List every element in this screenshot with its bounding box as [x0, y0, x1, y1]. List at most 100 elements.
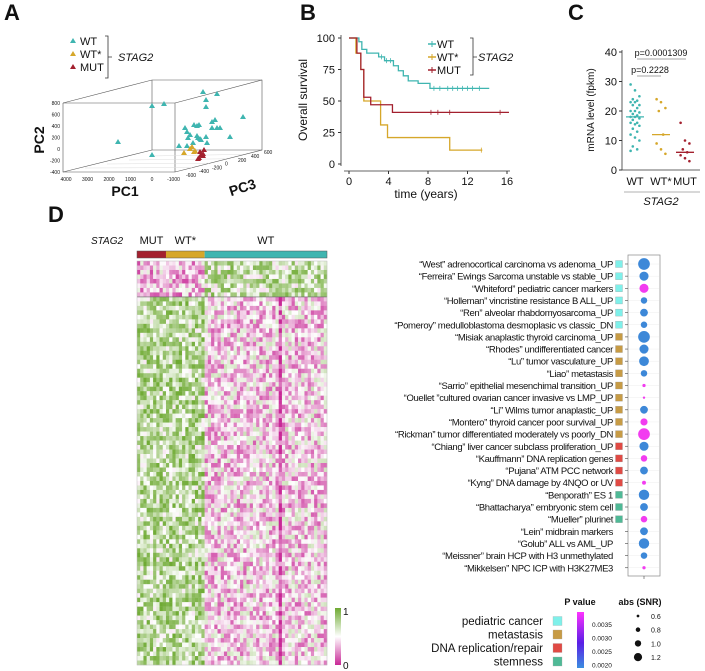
- heatmap-cell: [214, 530, 218, 536]
- heatmap-cell: [310, 283, 315, 289]
- heatmap-cell: [137, 552, 141, 558]
- heatmap-cell: [233, 620, 238, 625]
- heatmap-cell: [137, 525, 141, 531]
- heatmap-cell: [227, 449, 231, 455]
- heatmap-cell: [269, 449, 273, 455]
- heatmap-cell: [211, 588, 215, 594]
- heatmap-cell: [201, 386, 205, 392]
- heatmap-cell: [220, 570, 225, 576]
- heatmap-cell: [246, 337, 250, 342]
- heatmap-cell: [156, 296, 160, 302]
- heatmap-cell: [281, 516, 286, 522]
- heatmap-cell: [172, 431, 176, 437]
- heatmap-cell: [169, 471, 173, 477]
- heatmap-cell: [178, 498, 183, 504]
- mrna-point: [683, 139, 687, 142]
- heatmap-cell: [246, 507, 250, 513]
- heatmap-cell: [323, 310, 328, 316]
- heatmap-cell: [281, 373, 286, 378]
- heatmap-cell: [310, 561, 315, 567]
- heatmap-cell: [194, 337, 199, 342]
- heatmap-cell: [259, 269, 263, 275]
- heatmap-cell: [182, 557, 186, 562]
- heatmap-cell: [182, 386, 186, 392]
- heatmap-cell: [214, 368, 218, 374]
- heatmap-cell: [227, 337, 231, 342]
- heatmap-cell: [211, 341, 215, 347]
- heatmap-cell: [201, 341, 205, 347]
- heatmap-cell: [220, 368, 225, 374]
- heatmap-cell: [240, 480, 244, 486]
- heatmap-cell: [275, 471, 279, 477]
- heatmap-cell: [272, 543, 276, 549]
- heatmap-cell: [159, 269, 163, 275]
- heatmap-cell: [220, 355, 225, 360]
- heatmap-cell: [272, 440, 276, 446]
- heatmap-cell: [188, 386, 192, 392]
- pc2-tick-label: 400: [52, 124, 61, 130]
- heatmap-cell: [275, 570, 279, 576]
- heatmap-cell: [298, 521, 302, 527]
- heatmap-cell: [172, 588, 176, 594]
- heatmap-cell: [185, 449, 189, 455]
- heatmap-cell: [233, 480, 238, 486]
- heatmap-cell: [185, 507, 189, 513]
- heatmap-cell: [262, 620, 267, 625]
- heatmap-cell: [285, 328, 289, 334]
- heatmap-cell: [323, 525, 328, 531]
- heatmap-cell: [159, 400, 163, 405]
- heatmap-cell: [137, 265, 141, 271]
- heatmap-cell: [243, 404, 247, 410]
- heatmap-cell: [291, 521, 295, 527]
- heatmap-cell: [191, 602, 196, 607]
- heatmap-cell: [249, 436, 254, 441]
- heatmap-cell: [211, 382, 215, 387]
- heatmap-cell: [169, 512, 173, 518]
- heatmap-cell: [314, 436, 318, 441]
- heatmap-cell: [259, 431, 263, 437]
- heatmap-cell: [162, 480, 167, 486]
- heatmap-cell: [194, 588, 199, 594]
- heatmap-cell: [265, 337, 270, 342]
- heatmap-cell: [146, 588, 151, 594]
- heatmap-cell: [307, 395, 312, 401]
- heatmap-cell: [211, 480, 215, 486]
- heatmap-cell: [230, 597, 234, 603]
- heatmap-cell: [185, 431, 189, 437]
- heatmap-cell: [288, 346, 292, 351]
- heatmap-cell: [249, 579, 254, 585]
- heatmap-cell: [137, 530, 141, 536]
- heatmap-cell: [204, 463, 209, 468]
- heatmap-cell: [320, 584, 324, 589]
- heatmap-cell: [272, 382, 276, 387]
- heatmap-cell: [185, 525, 189, 531]
- heatmap-cell: [298, 314, 302, 320]
- heatmap-cell: [259, 391, 263, 396]
- heatmap-cell: [149, 561, 154, 567]
- heatmap-cell: [298, 489, 302, 495]
- heatmap-cell: [156, 359, 160, 365]
- heatmap-cell: [188, 561, 192, 567]
- heatmap-cell: [243, 445, 247, 450]
- heatmap-cell: [233, 287, 238, 293]
- heatmap-cell: [165, 449, 170, 455]
- heatmap-cell: [301, 310, 305, 316]
- heatmap-cell: [156, 579, 160, 585]
- heatmap-cell: [137, 579, 141, 585]
- heatmap-cell: [220, 427, 225, 432]
- heatmap-cell: [143, 485, 147, 491]
- heatmap-cell: [314, 323, 318, 329]
- heatmap-cell: [323, 332, 328, 338]
- heatmap-cell: [265, 431, 270, 437]
- heatmap-cell: [243, 323, 247, 329]
- heatmap-cell: [207, 471, 212, 477]
- heatmap-cell: [294, 543, 299, 549]
- heatmap-cell: [220, 328, 225, 334]
- heatmap-cell: [285, 454, 289, 459]
- heatmap-cell: [175, 409, 180, 414]
- heatmap-cell: [265, 458, 270, 464]
- heatmap-cell: [149, 494, 154, 500]
- pca-box-front-edge: [63, 102, 176, 172]
- heatmap-cell: [165, 341, 170, 347]
- heatmap-cell: [256, 386, 260, 392]
